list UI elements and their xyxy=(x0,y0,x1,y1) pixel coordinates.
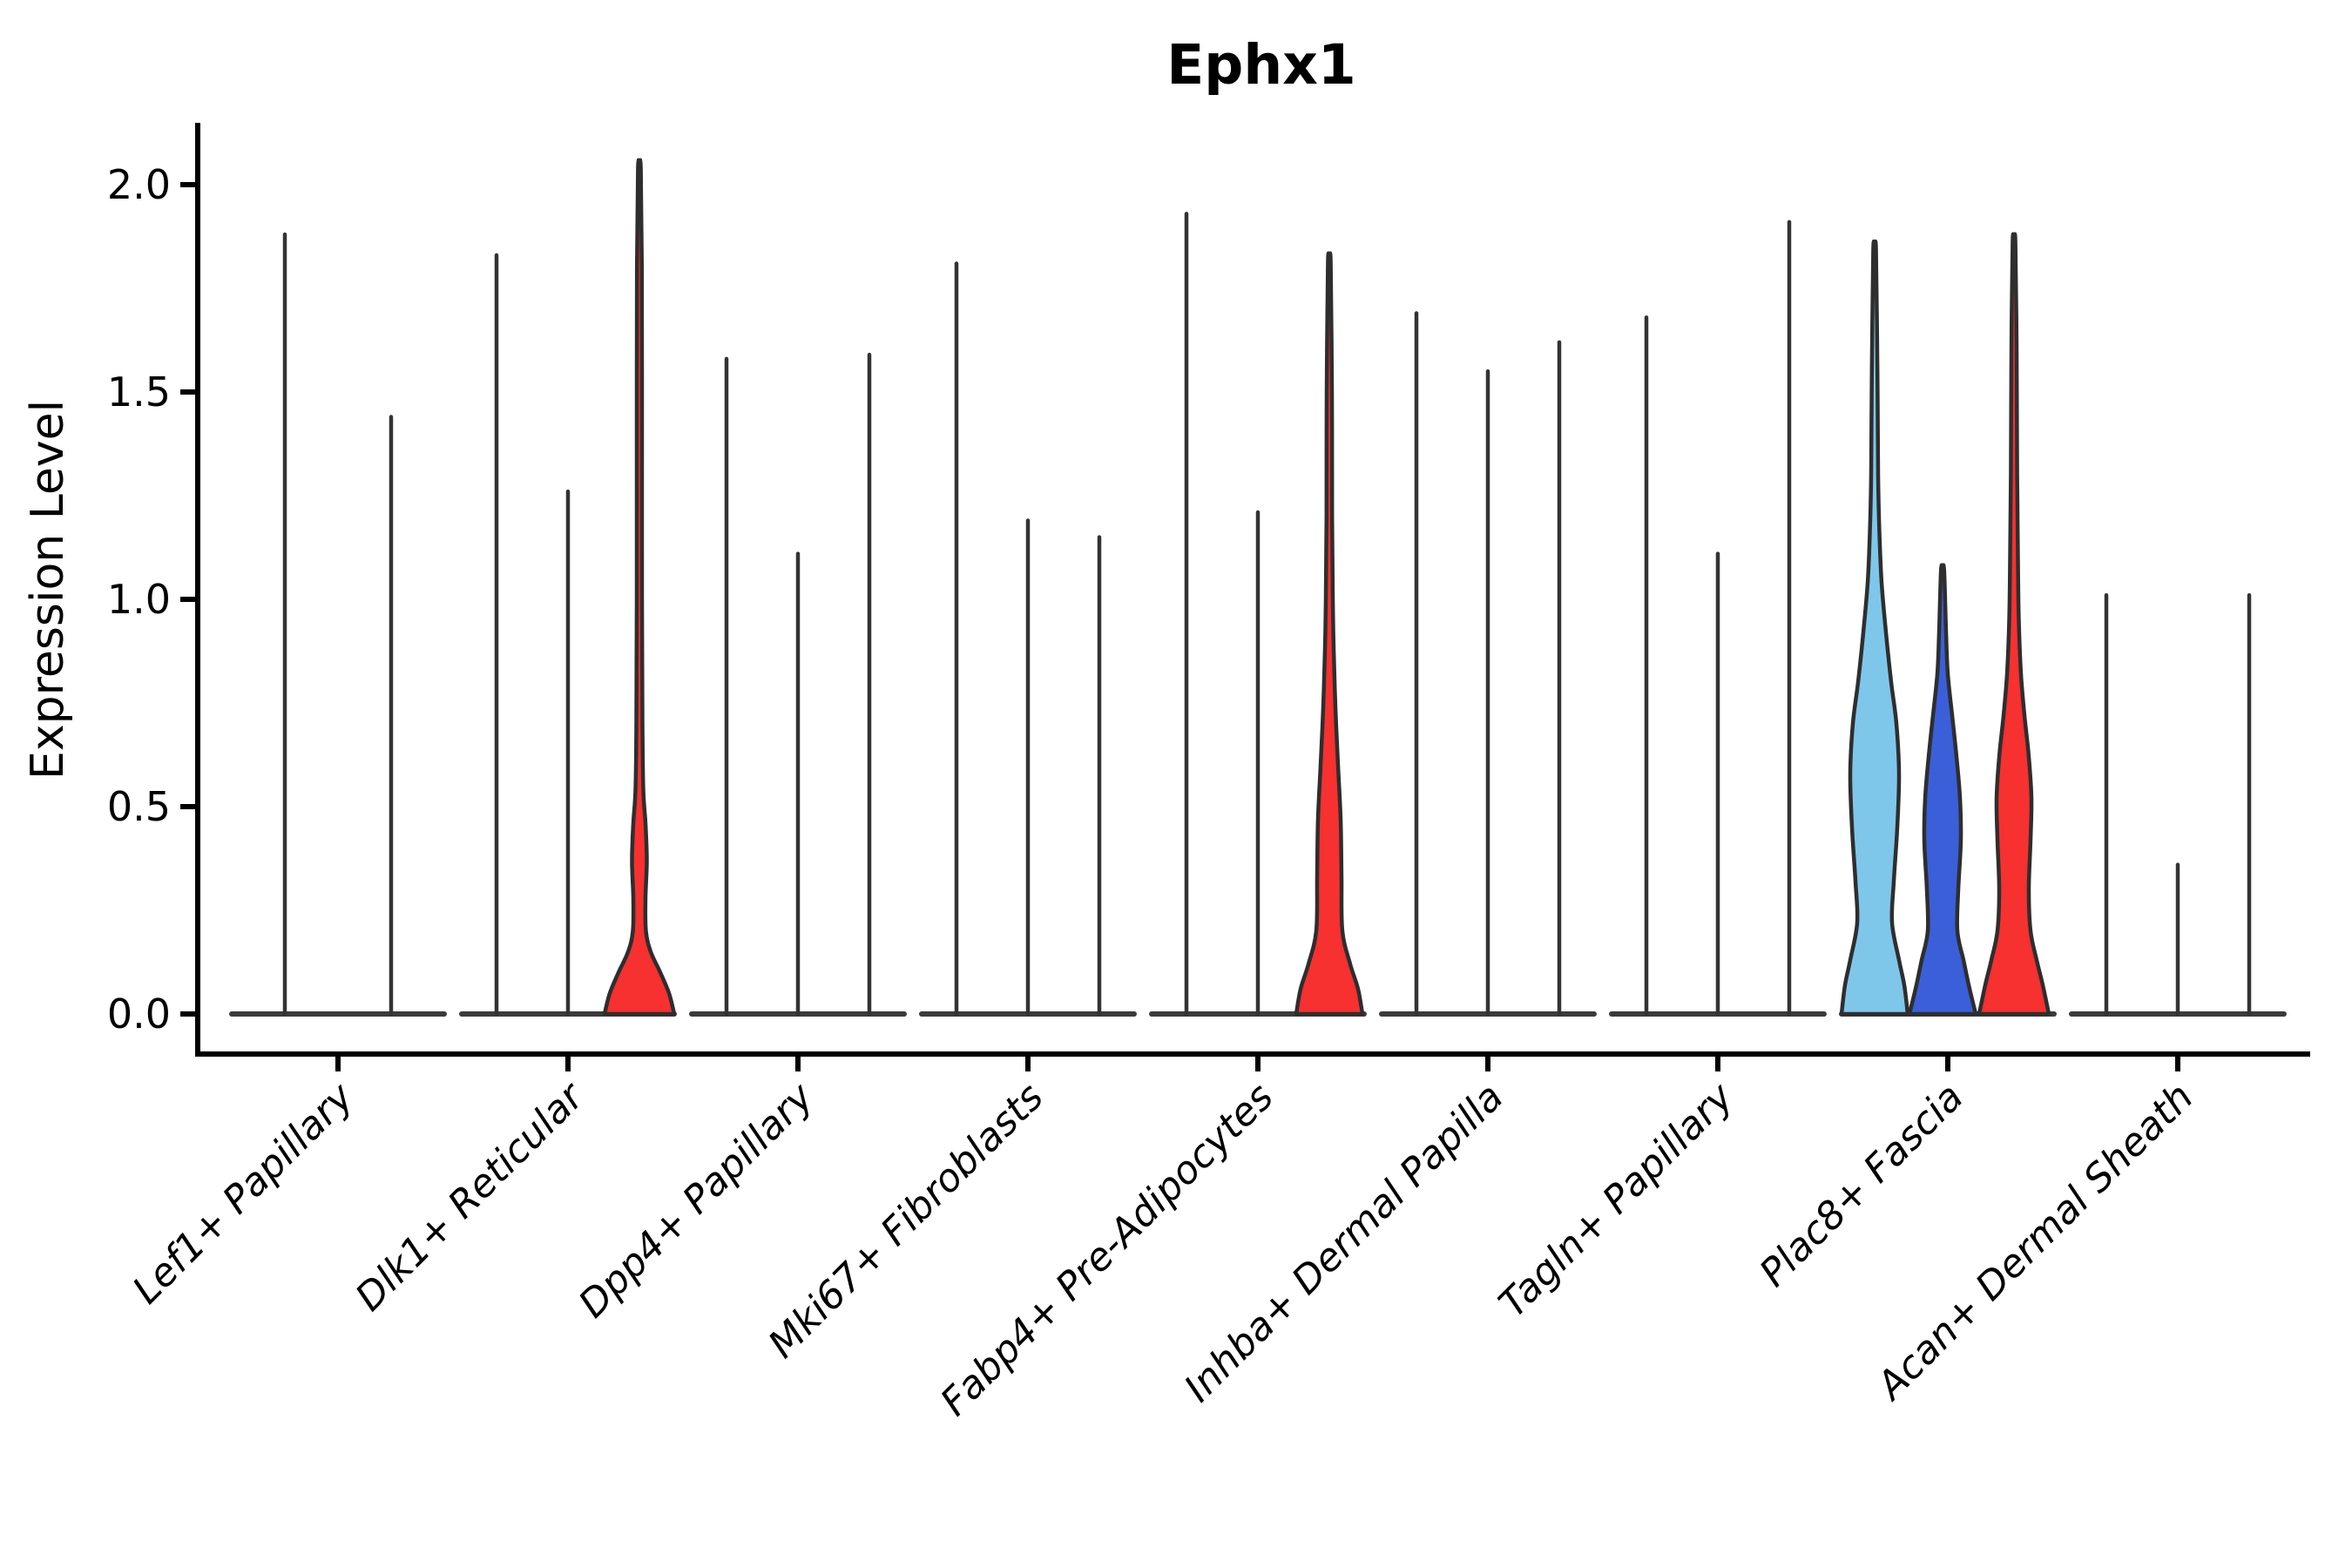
violin-shape xyxy=(1839,240,1910,1017)
x-tick-label: Dpp4+ Papillary xyxy=(571,1074,823,1327)
violin-shape xyxy=(1294,251,1365,1017)
x-tick-label: Lef1+ Papillary xyxy=(125,1074,363,1313)
x-tick-label: Plac8+ Fascia xyxy=(1751,1075,1971,1295)
violin-shape xyxy=(1977,232,2051,1017)
y-tick-label: 1.0 xyxy=(107,576,171,623)
violin-shape xyxy=(1907,563,1978,1017)
y-tick-label: 1.5 xyxy=(107,368,171,416)
x-tick-label: Tagln+ Papillary xyxy=(1490,1074,1742,1326)
chart-title: Ephx1 xyxy=(1166,33,1355,97)
y-tick-label: 0.0 xyxy=(107,990,171,1037)
y-tick-label: 0.5 xyxy=(107,783,171,830)
y-tick-label: 2.0 xyxy=(107,161,171,208)
y-axis-label: Expression Level xyxy=(22,400,74,780)
violin-shape xyxy=(602,158,677,1017)
x-tick-label: Dlk1+ Reticular xyxy=(347,1073,593,1320)
